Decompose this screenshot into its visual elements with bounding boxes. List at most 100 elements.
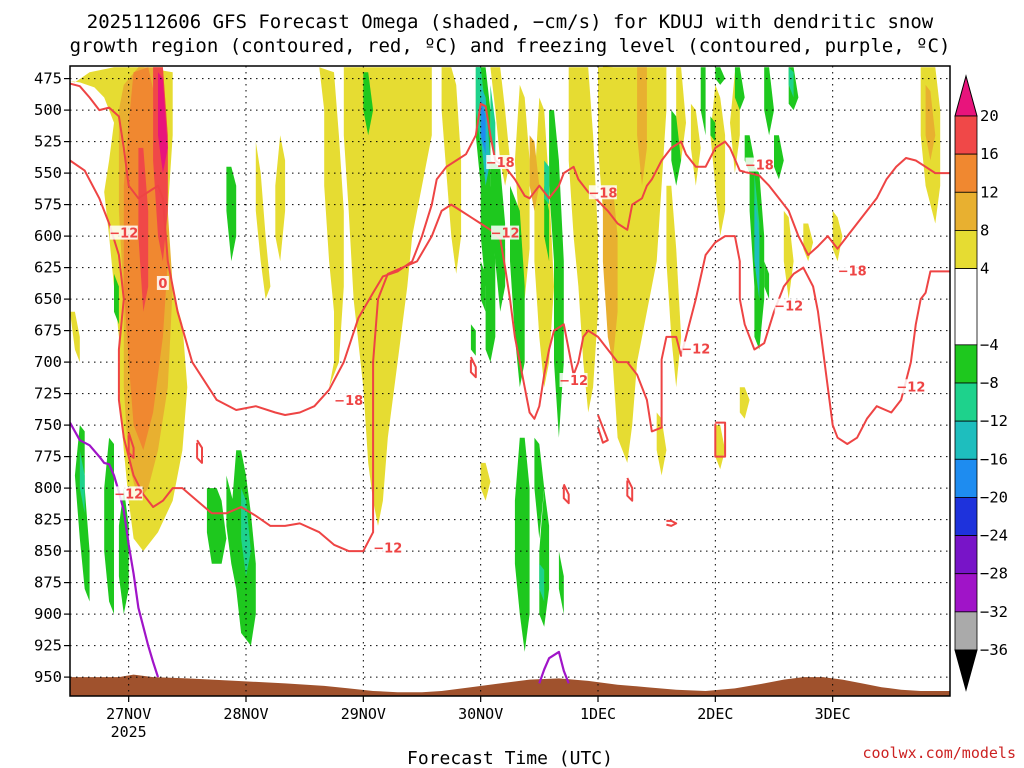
x-axis-ticks: 27NOV 28NOV 29NOV 30NOV 1DEC 2DEC 3DEC — [106, 696, 851, 723]
y-tick-label: 500 — [34, 101, 62, 119]
colorbar-bin — [954, 382, 978, 422]
y-tick-label: 650 — [34, 290, 62, 308]
dgz-contour-line — [562, 483, 570, 505]
omega-region — [710, 116, 716, 142]
omega-region — [363, 72, 374, 136]
x-tick-label: 27NOV — [106, 705, 151, 723]
omega-region — [676, 67, 686, 161]
y-tick-label: 875 — [34, 574, 62, 592]
dgz-contour-line — [597, 414, 609, 444]
y-tick-label: 475 — [34, 70, 62, 88]
contour-label-bg — [745, 157, 774, 172]
colorbar-bin — [954, 115, 978, 155]
colorbar-bin — [954, 420, 978, 460]
contour-label-bg — [588, 185, 617, 200]
y-tick-label: 625 — [34, 259, 62, 277]
dgz-contour-line — [626, 477, 634, 502]
omega-region — [539, 563, 545, 602]
dgz-contour-line — [70, 82, 950, 416]
colorbar-bin — [954, 535, 978, 575]
dgz-contours — [70, 82, 950, 553]
y-tick-label: 600 — [34, 227, 62, 245]
contour-label-bg — [681, 341, 710, 356]
grid-lines — [70, 66, 950, 696]
omega-region — [275, 135, 286, 262]
omega-region — [739, 387, 750, 419]
omega-region — [602, 66, 613, 136]
y-tick-label: 675 — [34, 322, 62, 340]
colorbar-label: 20 — [980, 107, 999, 125]
dgz-contour-line — [666, 519, 678, 527]
y-tick-label: 700 — [34, 353, 62, 371]
contour-label-bg — [491, 225, 520, 240]
omega-region — [754, 198, 760, 300]
contour-label-bg — [334, 393, 363, 408]
contour-label-bg — [109, 225, 138, 240]
y-tick-label: 850 — [34, 542, 62, 560]
contour-label: −12 — [373, 542, 402, 557]
contour-label-bg — [896, 379, 925, 394]
y-tick-label: 950 — [34, 668, 62, 686]
omega-region — [226, 166, 237, 262]
colorbar-label: −28 — [980, 565, 1008, 583]
omega-region — [343, 67, 432, 526]
contour-label: 0 — [158, 277, 167, 292]
contour-label-bg — [114, 486, 143, 501]
omega-region — [637, 67, 647, 186]
contour-label: −12 — [774, 300, 803, 315]
contour-label-bg — [373, 540, 402, 555]
contour-label: −18 — [486, 156, 515, 171]
colorbar-bin — [954, 153, 978, 193]
dgz-contour-line — [70, 159, 950, 553]
omega-region — [441, 67, 462, 274]
y-tick-label: 800 — [34, 479, 62, 497]
omega-region — [764, 261, 770, 300]
omega-region — [715, 425, 726, 470]
colorbar-bin — [954, 344, 978, 384]
contour-label: −12 — [491, 227, 520, 242]
omega-region — [480, 97, 486, 155]
colorbar-bin — [954, 611, 978, 651]
dgz-contour-line — [196, 439, 203, 464]
colorbar-bin — [954, 268, 978, 346]
colorbar-bottom-arrow — [954, 649, 978, 692]
omega-region — [700, 67, 706, 136]
colorbar-label: 16 — [980, 145, 999, 163]
contour-label: −18 — [838, 264, 867, 279]
contour-label-bg — [156, 275, 169, 290]
x-tick-label: 2DEC — [697, 705, 733, 723]
colorbar-label: −8 — [980, 374, 999, 392]
colorbar-label: 12 — [980, 183, 999, 201]
colorbar-bin — [954, 458, 978, 498]
chart-title-line-2: growth region (contoured, red, ºC) and f… — [70, 35, 951, 57]
y-tick-label: 925 — [34, 637, 62, 655]
contour-label: −12 — [114, 487, 143, 502]
omega-region — [558, 551, 564, 615]
terrain-fill — [70, 674, 950, 696]
omega-region — [114, 273, 119, 325]
y-tick-label: 825 — [34, 511, 62, 529]
colorbar-top-arrow — [954, 74, 978, 117]
y-tick-label: 525 — [34, 133, 62, 151]
omega-region — [764, 67, 774, 136]
contour-label: −12 — [559, 374, 588, 389]
omega-region — [734, 67, 745, 111]
colorbar: 20 16 12 8 4 −4 −8 −12 −16 −20 −24 −28 −32 −36 — [954, 74, 1008, 692]
colorbar-label: −36 — [980, 641, 1008, 659]
freezing-level-contours — [70, 422, 570, 684]
plot-frame — [69, 65, 951, 697]
omega-region — [602, 185, 618, 363]
omega-region — [241, 488, 251, 577]
x-tick-label: 28NOV — [223, 705, 268, 723]
credit-text: coolwx.com/models — [862, 744, 1016, 762]
contour-label: −18 — [334, 394, 363, 409]
colorbar-label: −12 — [980, 412, 1008, 430]
omega-region — [158, 72, 168, 174]
x-axis-label: Forecast Time (UTC) — [407, 748, 613, 768]
omega-region — [774, 135, 784, 180]
omega-region — [138, 147, 149, 312]
omega-region — [568, 67, 598, 413]
dgz-contour-line — [714, 421, 727, 458]
omega-region — [788, 67, 794, 98]
colorbar-label: 4 — [980, 260, 989, 278]
